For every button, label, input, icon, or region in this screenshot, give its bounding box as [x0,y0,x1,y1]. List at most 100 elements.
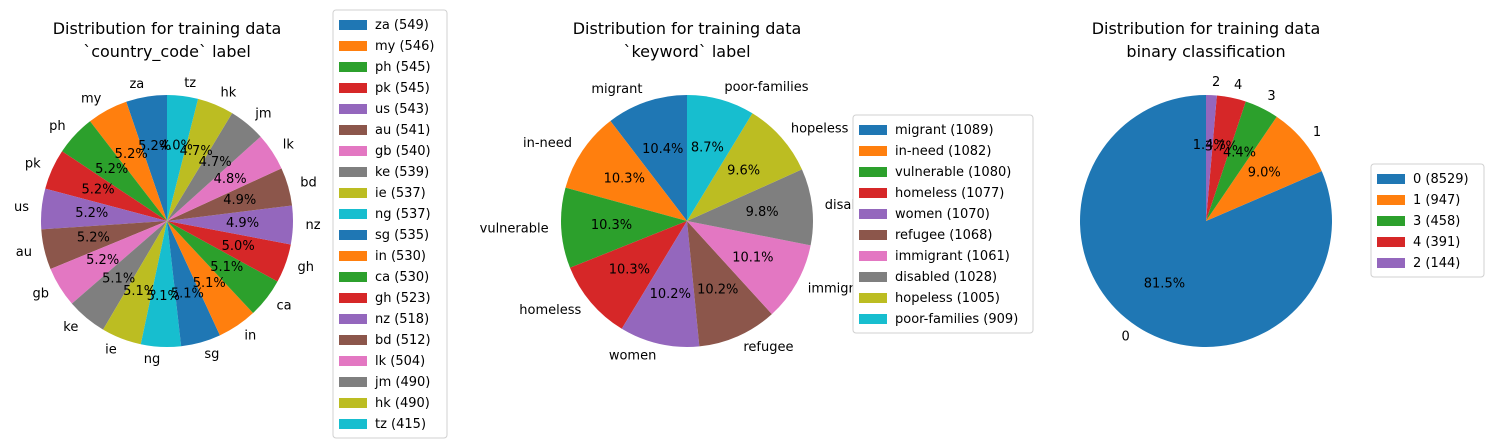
slice-label-refugee: refugee [743,340,793,355]
legend-entry: ke (539) [375,165,429,180]
pie-slice-jm [167,113,261,221]
slice-label-us: us [14,200,29,215]
pie-slice-2 [1206,95,1217,221]
pie-slice-women [621,221,700,348]
slice-percent-4: 3.7% [1205,139,1238,154]
chart-title: Distribution for training data [573,19,802,38]
slice-label-nz: nz [306,218,321,233]
slice-percent-in: 5.1% [193,276,226,291]
slice-label-ke: ke [63,320,78,335]
legend-entry: sg (535) [375,228,429,243]
pie-slice-vulnerable [560,187,687,268]
legend-swatch [859,293,887,303]
pie-chart-country-code: Distribution for training data `country_… [14,9,448,439]
legend-entry: in (530) [375,249,426,264]
legend-entry: 1 (947) [1413,193,1460,208]
legend-swatch [339,419,367,429]
legend: za (549) my (546) ph (545) pk (545) us (543)… [332,9,448,439]
chart-subtitle: `keyword` label [623,42,750,61]
pie-slice-gb [50,221,167,304]
slice-label-lk: lk [283,137,295,152]
legend-entry: gb (540) [375,144,431,159]
legend-entry: 2 (144) [1413,256,1460,271]
legend: 0 (8529) 1 (947) 3 (458) 4 (391) 2 (144) [1370,163,1485,278]
legend-entry: homeless (1077) [895,186,1004,201]
slice-percent-3: 4.4% [1223,146,1256,161]
legend-swatch [859,188,887,198]
slice-percent-ph: 5.2% [95,162,128,177]
legend-entry: vulnerable (1080) [895,165,1011,180]
legend-entry: za (549) [375,18,429,33]
slice-percent-gh: 5.0% [222,239,255,254]
legend-swatch [339,335,367,345]
slice-percent-ca: 5.1% [210,260,243,275]
legend-swatch [339,83,367,93]
slice-percent-za: 5.2% [138,139,171,154]
pie-slice-lk [167,136,282,221]
slice-percent-poor-families: 8.7% [691,141,724,156]
pie-slice-ng [140,221,182,347]
slice-percent-hopeless: 9.6% [727,163,760,178]
legend-entry: 3 (458) [1413,214,1460,229]
pie-slice-in [167,221,254,336]
legend: migrant (1089) in-need (1082) vulnerable (… [852,114,1034,334]
pie-slice-nz [167,205,293,245]
legend-swatch [339,62,367,72]
slice-label-3: 3 [1267,89,1275,104]
legend-swatch [1377,237,1405,247]
legend-box [1370,163,1485,278]
legend-swatch [859,125,887,135]
slice-percent-1: 9.0% [1248,165,1281,180]
pie-slices [40,95,293,347]
legend-entry: disabled (1028) [895,270,997,285]
slice-label-1: 1 [1313,125,1321,140]
legend-swatch [859,230,887,240]
slice-percent-disabled: 9.8% [746,205,779,220]
slice-percent-0: 81.5% [1144,277,1185,292]
pie-slice-gh [167,221,291,282]
slice-percent-women: 10.2% [650,287,691,302]
pie-slice-ke [71,221,167,330]
chart-subtitle: `country_code` label [83,42,251,62]
slice-percent-migrant: 10.4% [642,142,683,157]
slice-label-gb: gb [33,286,50,301]
pie-slice-refugee [687,221,772,347]
slice-percent-lk: 4.8% [214,172,247,187]
slice-label-women: women [609,349,657,364]
slice-label-hopeless: hopeless [791,122,849,137]
legend-entry: us (543) [375,102,429,117]
legend-entry: jm (490) [374,375,430,390]
legend-swatch [859,314,887,324]
legend-entry: women (1070) [895,207,990,222]
legend-swatch [339,230,367,240]
legend-entry: lk (504) [375,354,425,369]
legend-entry: hopeless (1005) [895,291,1000,306]
pie-slice-my [90,101,167,221]
legend-entry: ng (537) [375,207,431,222]
legend-swatch [339,293,367,303]
pie-slice-poor-families [687,95,753,221]
slice-label-jm: jm [254,107,271,122]
legend-swatch [1377,216,1405,226]
slice-label-au: au [16,245,32,260]
legend-swatch [339,314,367,324]
legend-swatch [339,167,367,177]
legend-entry: hk (490) [375,396,430,411]
legend-box [852,114,1034,334]
legend-swatch [339,146,367,156]
legend-swatch [339,209,367,219]
legend-swatch [859,272,887,282]
slice-percent-vulnerable: 10.3% [591,218,632,233]
slice-percent-immigrant: 10.1% [732,251,773,266]
legend-entry: migrant (1089) [895,123,994,138]
slice-label-0: 0 [1122,329,1130,344]
slice-label-sg: sg [204,347,219,362]
pie-slice-bd [167,168,293,221]
slice-percent-tz: 4.0% [160,138,193,153]
slice-percent-jm: 4.7% [199,155,232,170]
pie-slice-homeless [570,221,687,329]
slice-percent-refugee: 10.2% [697,283,738,298]
slice-percent-us: 5.2% [75,206,108,221]
slice-label-bd: bd [300,176,317,191]
